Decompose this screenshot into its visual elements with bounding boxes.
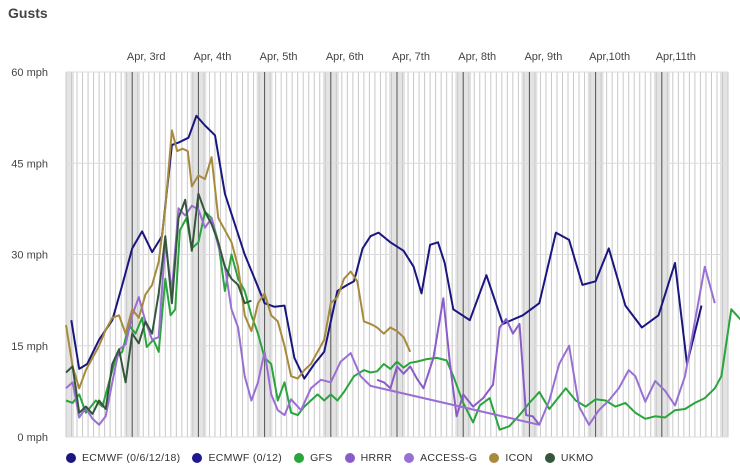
- legend-dot-icon: [544, 453, 555, 463]
- legend-item[interactable]: ACCESS-G: [404, 452, 477, 464]
- legend-item[interactable]: GFS: [294, 452, 333, 464]
- x-axis-ticks: Apr, 3rd Apr, 4th Apr, 5th Apr, 6th Apr, 7th…: [127, 51, 696, 63]
- legend-item[interactable]: ECMWF (0/12): [192, 452, 282, 464]
- y-axis-ticks: 0 mph 15 mph 30 mph 45 mph 60 mph: [11, 67, 48, 444]
- chart-title: Gusts: [8, 5, 48, 21]
- legend-item[interactable]: HRRR: [344, 452, 393, 464]
- x-tick-label: Apr, 4th: [193, 51, 231, 63]
- x-tick-label: Apr, 8th: [458, 51, 496, 63]
- legend-item[interactable]: ECMWF (0/6/12/18): [66, 452, 180, 464]
- legend-label: ICON: [505, 452, 533, 464]
- series-line-gfs: [65, 210, 740, 431]
- series-line-ukmo: [65, 192, 252, 415]
- legend: ECMWF (0/6/12/18) ECMWF (0/12) GFS HRRR ACCE…: [66, 452, 736, 464]
- x-tick-label: Apr,10th: [589, 51, 630, 63]
- x-tick-label: Apr, 3rd: [127, 51, 166, 63]
- legend-label: ACCESS-G: [420, 452, 478, 464]
- legend-label: UKMO: [560, 452, 594, 464]
- series-lines: [65, 114, 740, 431]
- y-tick-label: 0 mph: [17, 432, 48, 444]
- legend-dot-icon: [66, 453, 76, 463]
- x-tick-label: Apr, 7th: [392, 51, 430, 63]
- legend-dot-icon: [294, 453, 305, 463]
- x-tick-label: Apr,11th: [656, 51, 696, 63]
- day-lines: [131, 72, 663, 437]
- x-tick-label: Apr, 9th: [524, 51, 562, 63]
- legend-label: GFS: [310, 452, 333, 464]
- series-line-icon: [65, 129, 412, 390]
- series-line-hrrr: [376, 297, 541, 426]
- legend-dot-icon: [489, 453, 500, 463]
- legend-dot-icon: [192, 453, 203, 463]
- legend-item[interactable]: ICON: [489, 452, 533, 464]
- legend-dot-icon: [404, 453, 415, 463]
- legend-item[interactable]: UKMO: [544, 452, 594, 464]
- x-tick-label: Apr, 5th: [260, 51, 298, 63]
- legend-label: ECMWF (0/6/12/18): [82, 452, 181, 464]
- y-tick-label: 30 mph: [11, 250, 48, 262]
- legend-dot-icon: [344, 453, 355, 463]
- y-tick-label: 60 mph: [11, 67, 48, 79]
- legend-label: HRRR: [360, 452, 393, 464]
- legend-label: ECMWF (0/12): [208, 452, 283, 464]
- y-tick-label: 45 mph: [11, 158, 48, 170]
- y-tick-label: 15 mph: [11, 341, 48, 353]
- x-tick-label: Apr, 6th: [326, 51, 364, 63]
